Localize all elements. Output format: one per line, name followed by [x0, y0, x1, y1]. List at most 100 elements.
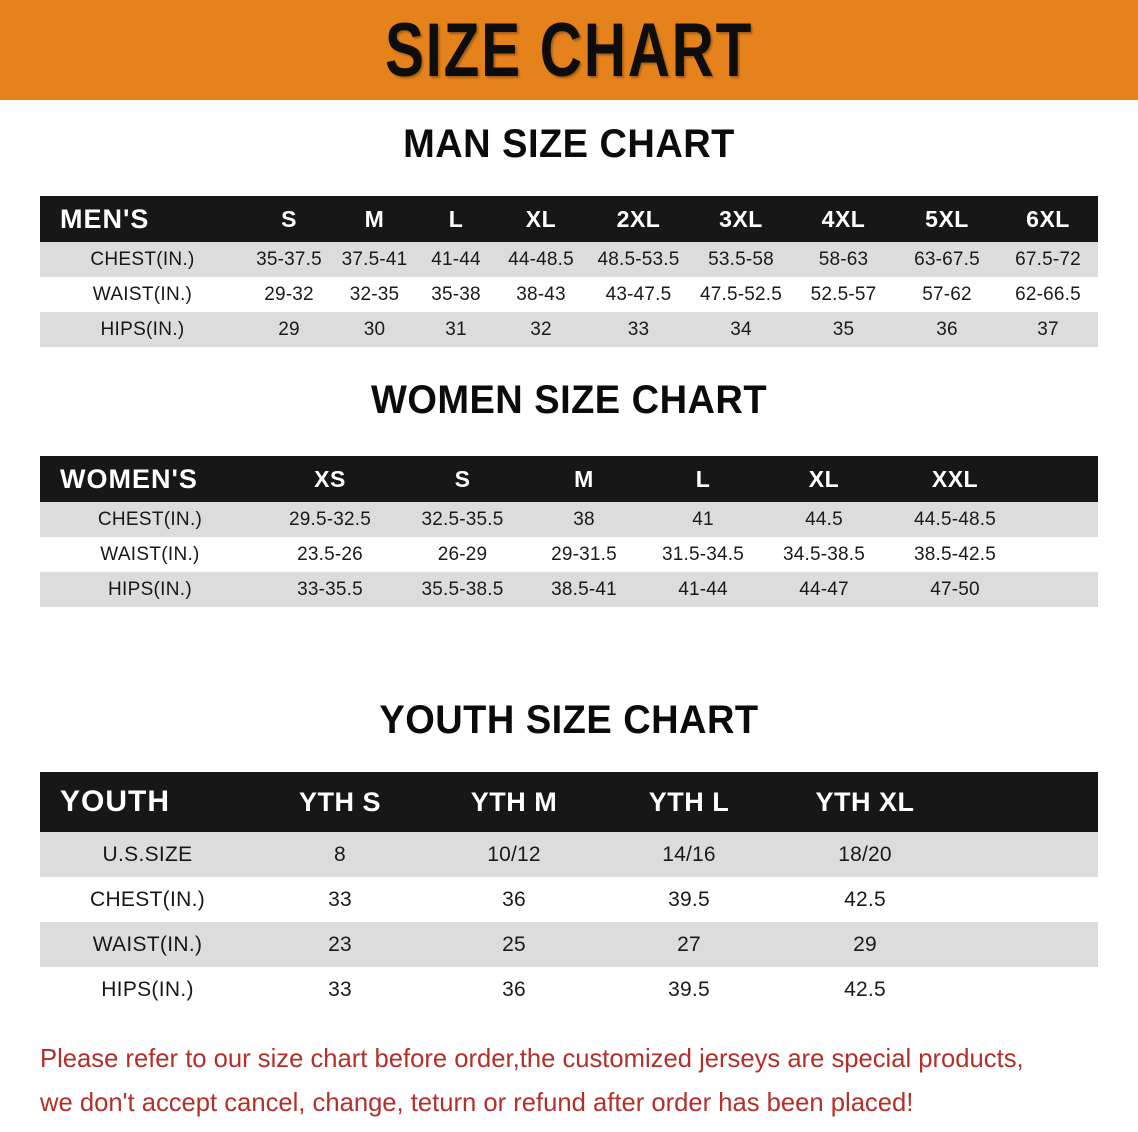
cell: 23 — [255, 922, 425, 967]
man-size-col-l: L — [416, 196, 496, 242]
women-size-col-xxl: XXL — [885, 456, 1025, 502]
cell: 58-63 — [791, 242, 896, 277]
cell: 33 — [255, 967, 425, 1012]
youth-size-col-s: YTH S — [255, 772, 425, 832]
youth-size-col-spacer — [955, 772, 1098, 832]
cell: 31 — [416, 312, 496, 347]
page-banner: SIZE CHART — [0, 0, 1138, 100]
youth-row-label-chest: CHEST(IN.) — [40, 877, 255, 922]
disclaimer-line-1: Please refer to our size chart before or… — [40, 1043, 1024, 1073]
women-size-col-spacer — [1025, 456, 1098, 502]
cell: 32-35 — [333, 277, 416, 312]
table-row: HIPS(IN.) 33-35.5 35.5-38.5 38.5-41 41-4… — [40, 572, 1098, 607]
cell: 37.5-41 — [333, 242, 416, 277]
table-row: CHEST(IN.) 29.5-32.5 32.5-35.5 38 41 44.… — [40, 502, 1098, 537]
table-row: WAIST(IN.) 23.5-26 26-29 29-31.5 31.5-34… — [40, 537, 1098, 572]
cell: 39.5 — [603, 967, 775, 1012]
man-size-col-4xl: 4XL — [791, 196, 896, 242]
cell: 35-37.5 — [245, 242, 333, 277]
cell: 41-44 — [416, 242, 496, 277]
cell: 42.5 — [775, 877, 955, 922]
cell-spacer — [955, 922, 1098, 967]
man-size-col-3xl: 3XL — [691, 196, 791, 242]
cell: 48.5-53.5 — [586, 242, 691, 277]
cell: 8 — [255, 832, 425, 877]
cell: 29-32 — [245, 277, 333, 312]
women-row-label-chest: CHEST(IN.) — [40, 502, 260, 537]
cell: 43-47.5 — [586, 277, 691, 312]
women-size-col-m: M — [525, 456, 643, 502]
man-table-body: MEN'S S M L XL 2XL 3XL 4XL 5XL 6XL CHEST… — [40, 196, 1098, 347]
women-group-label: WOMEN'S — [40, 456, 260, 502]
man-size-col-6xl: 6XL — [998, 196, 1098, 242]
cell: 38.5-42.5 — [885, 537, 1025, 572]
cell: 44-47 — [763, 572, 885, 607]
cell: 41 — [643, 502, 763, 537]
cell: 14/16 — [603, 832, 775, 877]
cell: 29 — [245, 312, 333, 347]
man-row-label-chest: CHEST(IN.) — [40, 242, 245, 277]
cell: 36 — [425, 877, 603, 922]
cell: 31.5-34.5 — [643, 537, 763, 572]
women-size-table: WOMEN'S XS S M L XL XXL CHEST(IN.) 29.5-… — [40, 456, 1098, 607]
cell: 23.5-26 — [260, 537, 400, 572]
table-row: HIPS(IN.) 29 30 31 32 33 34 35 36 37 — [40, 312, 1098, 347]
youth-group-label: YOUTH — [40, 772, 255, 832]
cell: 39.5 — [603, 877, 775, 922]
cell: 35-38 — [416, 277, 496, 312]
man-size-col-s: S — [245, 196, 333, 242]
cell-spacer — [955, 832, 1098, 877]
table-row: CHEST(IN.) 35-37.5 37.5-41 41-44 44-48.5… — [40, 242, 1098, 277]
cell: 44-48.5 — [496, 242, 586, 277]
cell: 36 — [896, 312, 998, 347]
cell: 67.5-72 — [998, 242, 1098, 277]
cell: 29 — [775, 922, 955, 967]
man-size-col-2xl: 2XL — [586, 196, 691, 242]
man-row-label-waist: WAIST(IN.) — [40, 277, 245, 312]
man-group-label: MEN'S — [40, 196, 245, 242]
women-size-col-l: L — [643, 456, 763, 502]
cell: 38 — [525, 502, 643, 537]
youth-size-col-xl: YTH XL — [775, 772, 955, 832]
table-row: WAIST(IN.) 29-32 32-35 35-38 38-43 43-47… — [40, 277, 1098, 312]
table-row: HIPS(IN.) 33 36 39.5 42.5 — [40, 967, 1098, 1012]
women-size-col-xs: XS — [260, 456, 400, 502]
cell: 36 — [425, 967, 603, 1012]
cell: 33 — [255, 877, 425, 922]
disclaimer-line-2: we don't accept cancel, change, teturn o… — [40, 1087, 914, 1117]
cell: 33 — [586, 312, 691, 347]
man-size-col-xl: XL — [496, 196, 586, 242]
cell: 29.5-32.5 — [260, 502, 400, 537]
cell: 34 — [691, 312, 791, 347]
cell: 44.5-48.5 — [885, 502, 1025, 537]
women-table-body: WOMEN'S XS S M L XL XXL CHEST(IN.) 29.5-… — [40, 456, 1098, 607]
women-size-col-s: S — [400, 456, 525, 502]
youth-table-body: YOUTH YTH S YTH M YTH L YTH XL U.S.SIZE … — [40, 772, 1098, 1012]
cell: 52.5-57 — [791, 277, 896, 312]
cell: 25 — [425, 922, 603, 967]
page-title: SIZE CHART — [384, 7, 754, 93]
youth-size-table: YOUTH YTH S YTH M YTH L YTH XL U.S.SIZE … — [40, 772, 1098, 1012]
cell: 10/12 — [425, 832, 603, 877]
cell: 32 — [496, 312, 586, 347]
cell: 35.5-38.5 — [400, 572, 525, 607]
youth-section-heading: YOUTH SIZE CHART — [379, 698, 759, 742]
cell-spacer — [955, 877, 1098, 922]
youth-row-label-hips: HIPS(IN.) — [40, 967, 255, 1012]
cell: 32.5-35.5 — [400, 502, 525, 537]
cell-spacer — [955, 967, 1098, 1012]
cell: 29-31.5 — [525, 537, 643, 572]
man-size-col-5xl: 5XL — [896, 196, 998, 242]
cell: 18/20 — [775, 832, 955, 877]
youth-size-col-l: YTH L — [603, 772, 775, 832]
cell: 53.5-58 — [691, 242, 791, 277]
cell: 57-62 — [896, 277, 998, 312]
cell: 38.5-41 — [525, 572, 643, 607]
man-row-label-hips: HIPS(IN.) — [40, 312, 245, 347]
cell: 47-50 — [885, 572, 1025, 607]
cell: 62-66.5 — [998, 277, 1098, 312]
cell: 33-35.5 — [260, 572, 400, 607]
cell: 27 — [603, 922, 775, 967]
cell: 37 — [998, 312, 1098, 347]
